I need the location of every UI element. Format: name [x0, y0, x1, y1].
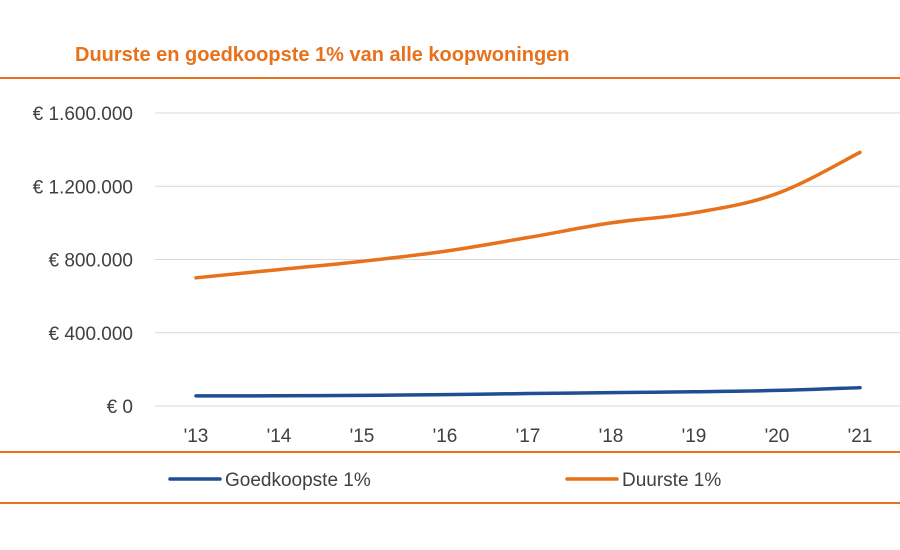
series-line-0 — [194, 385, 862, 398]
legend-label: Duurste 1% — [622, 470, 721, 491]
x-tick-label: '18 — [599, 426, 624, 447]
chart-title: Duurste en goedkoopste 1% van alle koopw… — [75, 44, 570, 66]
x-tick-label: '21 — [848, 426, 873, 447]
x-tick-label: '20 — [765, 426, 790, 447]
y-tick-label: € 1.600.000 — [33, 104, 133, 125]
legend: Goedkoopste 1% Duurste 1% — [168, 470, 721, 491]
x-tick-label: '13 — [184, 426, 209, 447]
y-axis-ticks: € 0 € 400.000 € 800.000 € 1.200.000 € 1.600.… — [33, 104, 133, 418]
x-tick-label: '14 — [267, 426, 292, 447]
x-tick-label: '16 — [433, 426, 458, 447]
x-tick-label: '17 — [516, 426, 541, 447]
x-tick-label: '15 — [350, 426, 375, 447]
y-tick-label: € 800.000 — [48, 251, 133, 272]
legend-label: Goedkoopste 1% — [225, 470, 371, 491]
y-tick-label: € 0 — [107, 397, 133, 418]
x-axis-ticks: '13 '14 '15 '16 '17 '18 '19 '20 '21 — [184, 426, 873, 447]
series-line-1 — [194, 150, 862, 280]
x-tick-label: '19 — [682, 426, 707, 447]
gridlines — [155, 112, 900, 407]
y-tick-label: € 400.000 — [48, 324, 133, 345]
series-lines — [194, 150, 862, 398]
y-tick-label: € 1.200.000 — [33, 177, 133, 198]
